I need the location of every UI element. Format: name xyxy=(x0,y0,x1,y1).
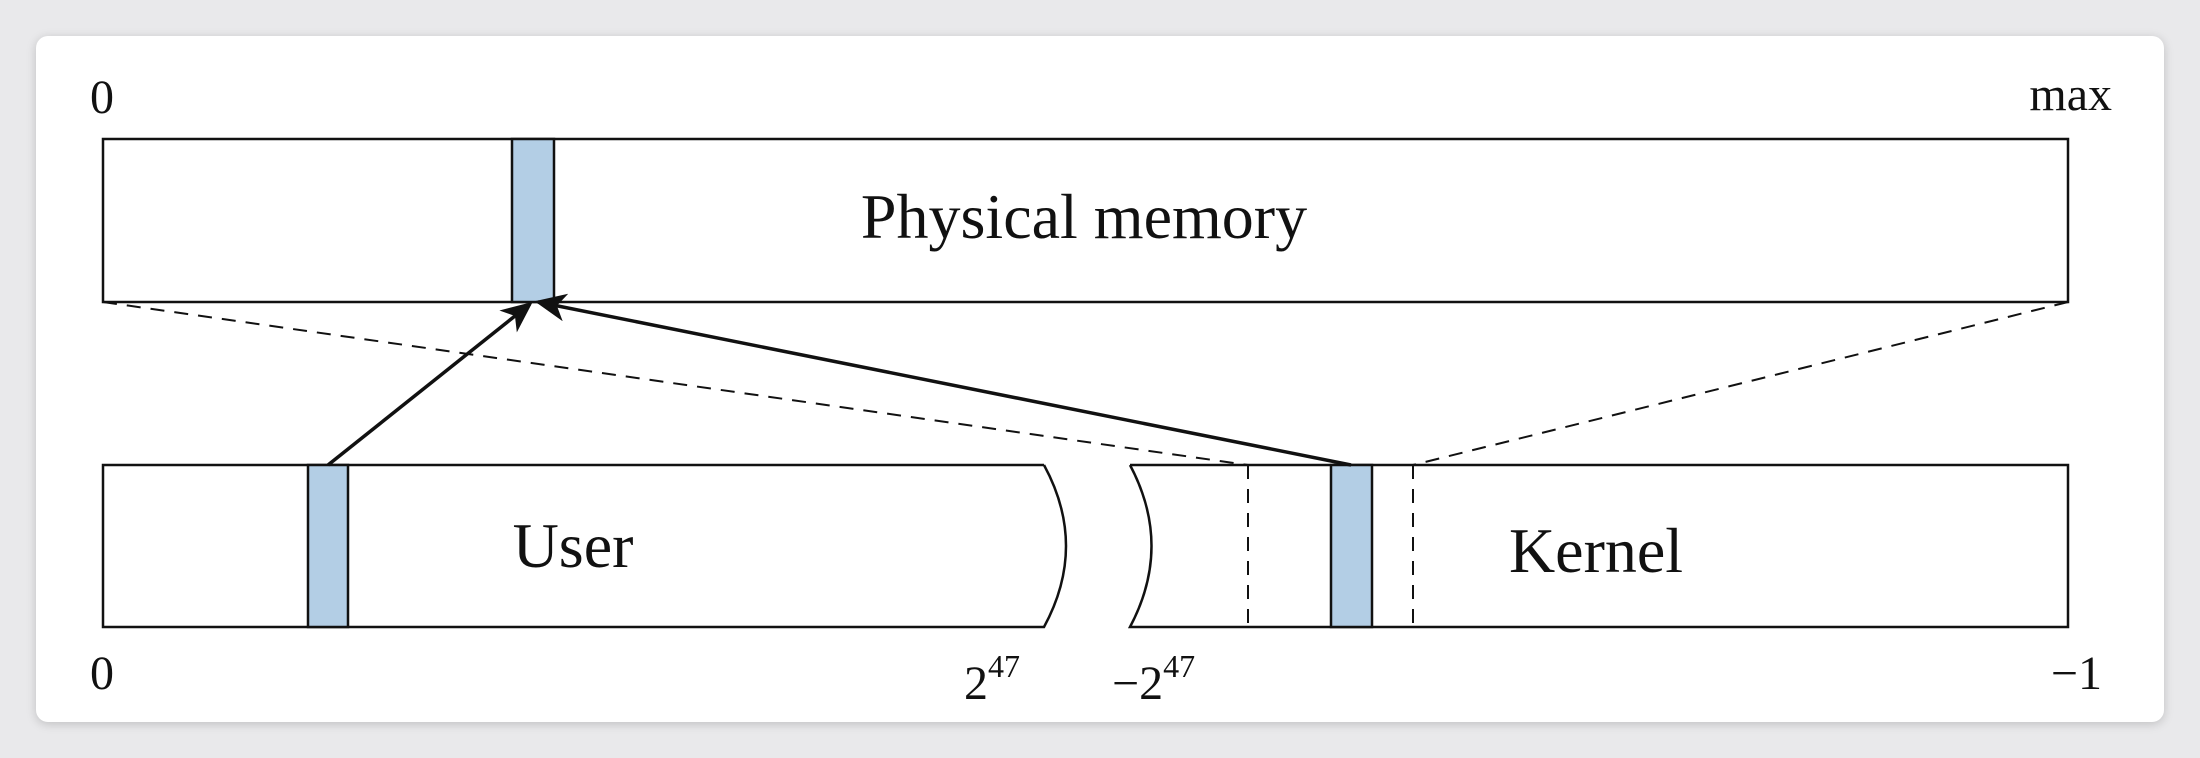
physical-memory-label: Physical memory xyxy=(861,181,1307,252)
kernel-start-base: 2 xyxy=(1139,657,1163,710)
physical-page-frame xyxy=(510,137,556,304)
user-end-base: 2 xyxy=(964,657,988,710)
user-end-exponent: 47 xyxy=(988,648,1020,684)
kernel-page xyxy=(1329,463,1374,629)
projection-line-left xyxy=(102,301,1249,466)
user-mapping-arrow xyxy=(326,301,533,467)
user-label: User xyxy=(513,510,634,581)
virtual-end-label: −1 xyxy=(2051,647,2102,700)
kernel-label: Kernel xyxy=(1509,515,1683,586)
kernel-start-sign: − xyxy=(1112,657,1139,710)
user-page xyxy=(306,463,350,629)
virtual-start-label: 0 xyxy=(90,647,114,700)
projection-line-right xyxy=(1412,301,2069,466)
kernel-mapping-arrow xyxy=(534,293,1352,467)
kernel-start-exponent: 47 xyxy=(1163,648,1195,684)
physical-start-label: 0 xyxy=(90,71,114,124)
user-end-address-label: 247 xyxy=(964,648,1020,710)
physical-memory-bar xyxy=(101,137,2070,304)
physical-end-label: max xyxy=(2029,68,2112,121)
kernel-start-address-label: −247 xyxy=(1112,648,1195,710)
